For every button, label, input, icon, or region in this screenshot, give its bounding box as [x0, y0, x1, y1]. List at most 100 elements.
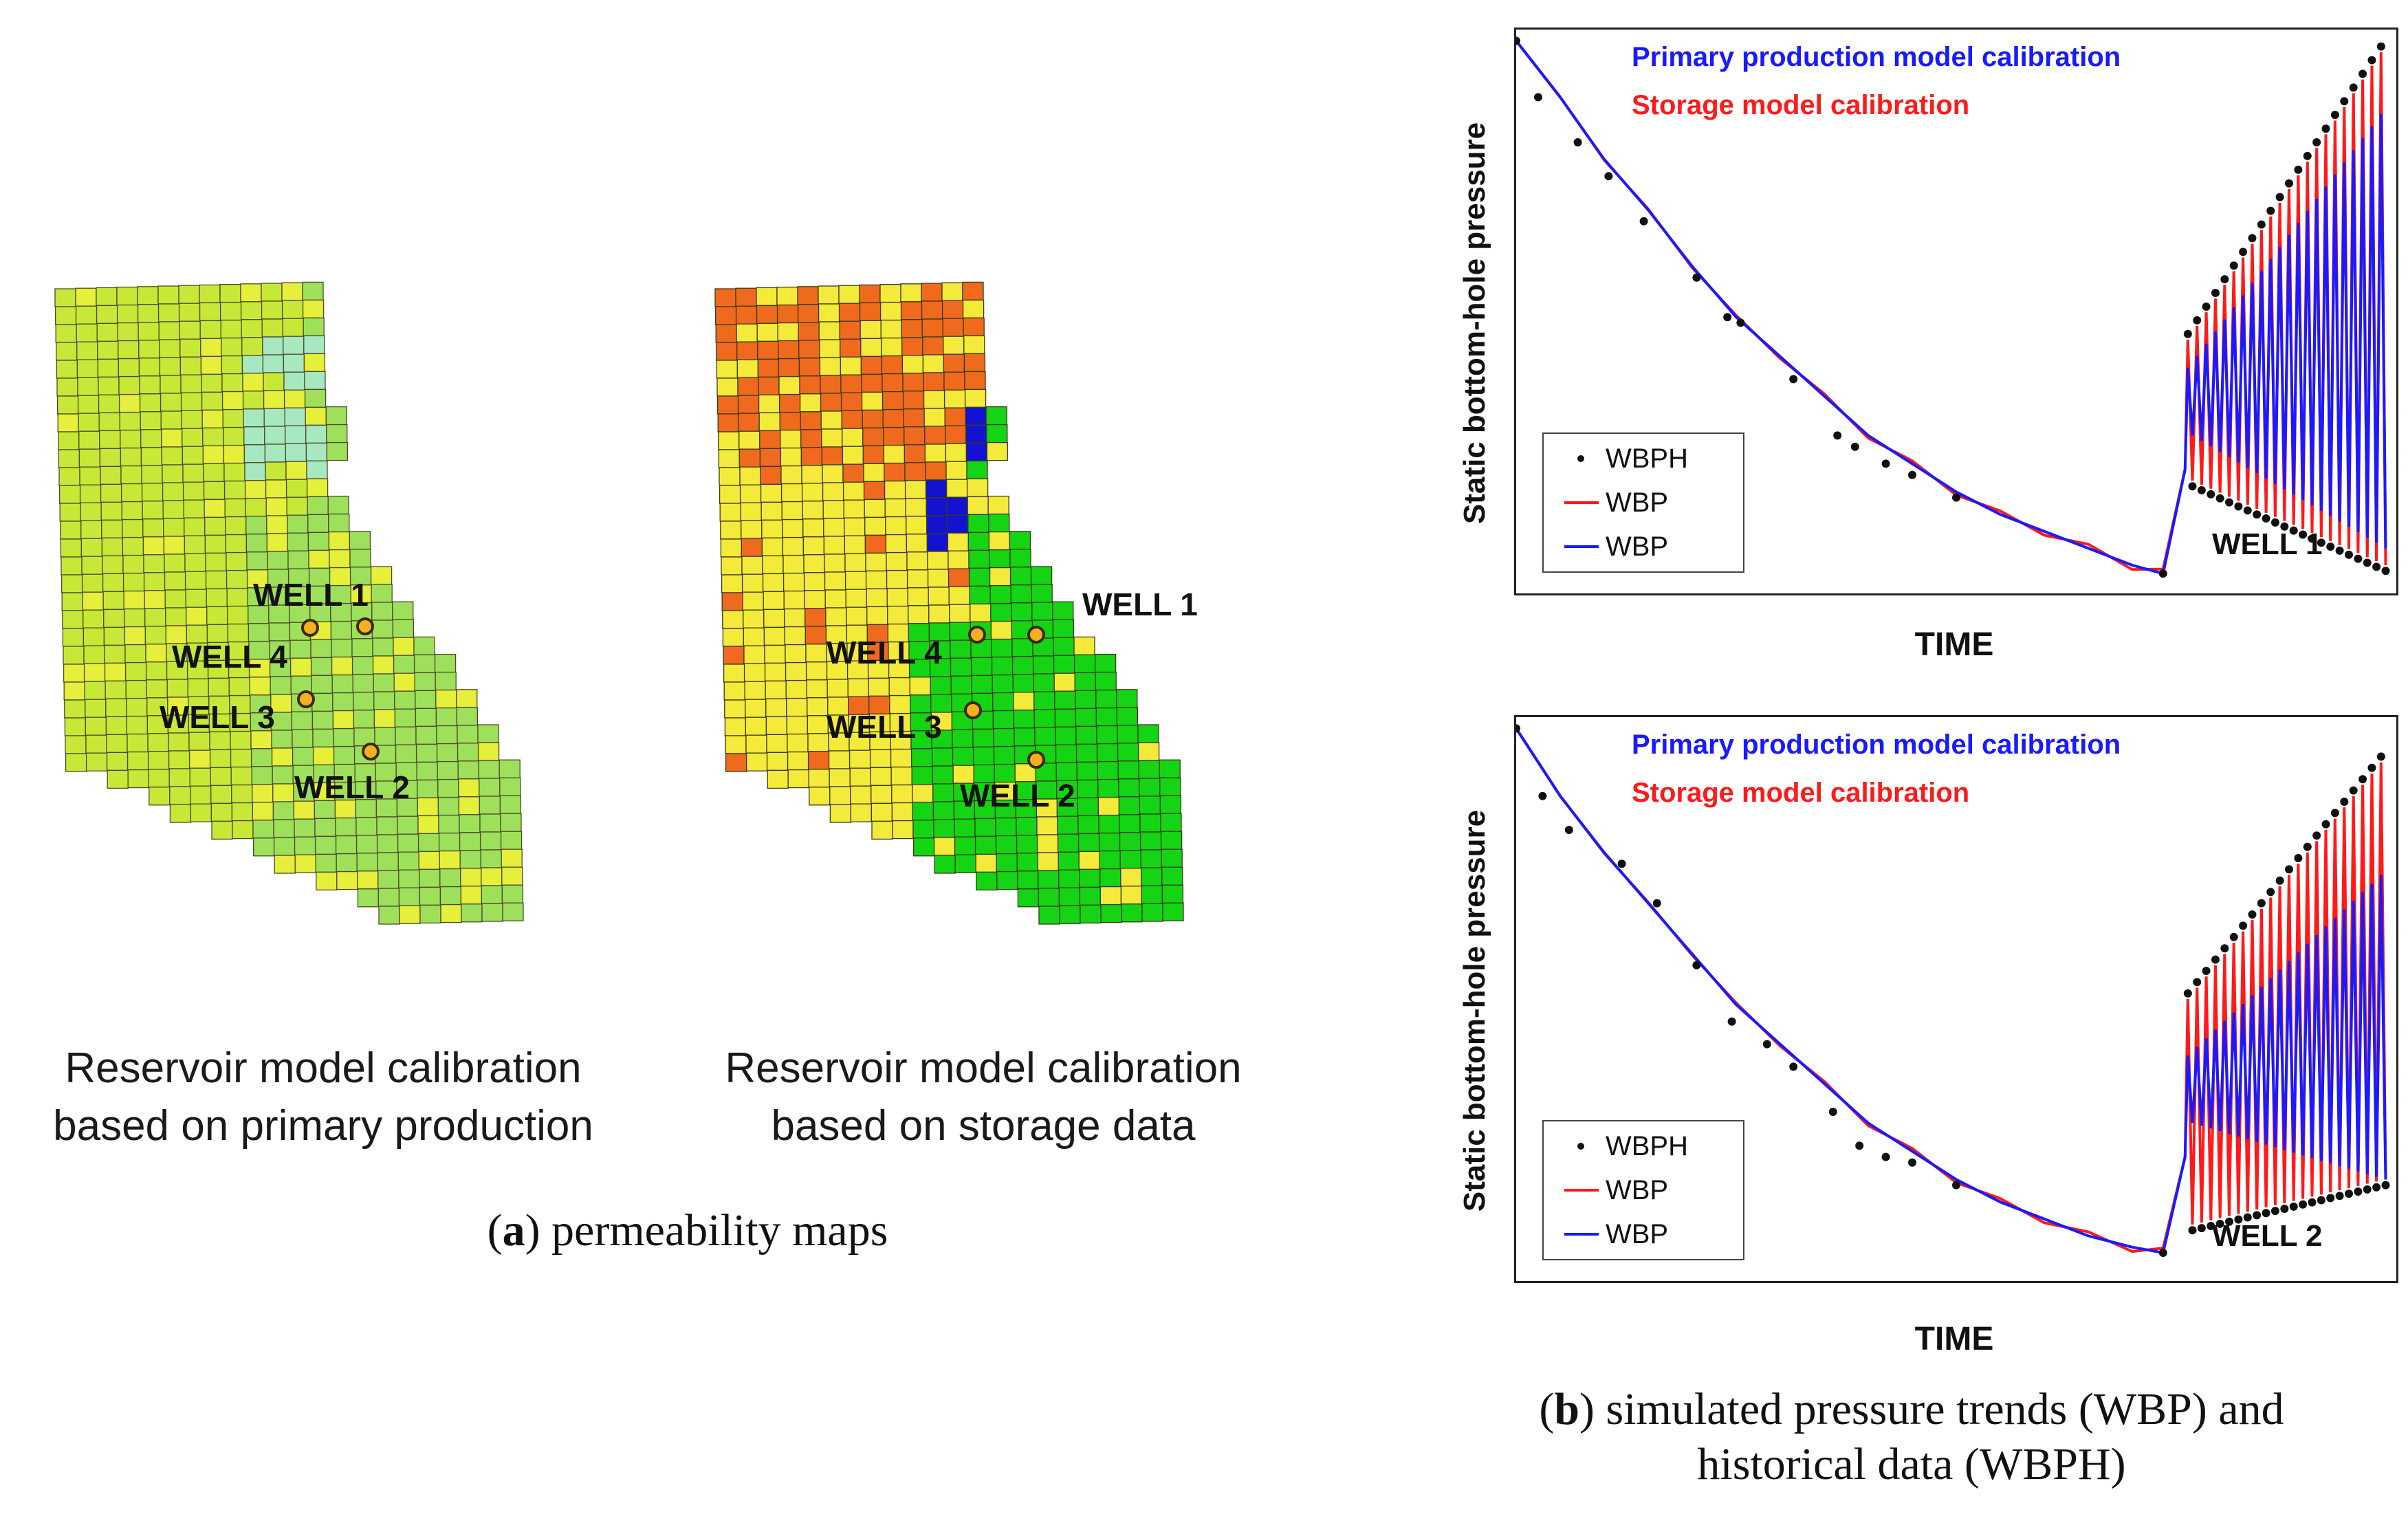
- map-cell: [1036, 834, 1059, 853]
- history-point: [2285, 179, 2294, 188]
- map-cell: [263, 390, 285, 409]
- map-cell: [285, 443, 307, 462]
- map-cell: [970, 657, 993, 677]
- map-cell: [311, 692, 333, 712]
- map-cell: [735, 287, 757, 307]
- map-cell: [819, 339, 841, 358]
- map-cell: [972, 746, 995, 766]
- map-cell: [190, 785, 212, 804]
- map-cell: [1077, 815, 1099, 835]
- history-point: [2381, 567, 2390, 576]
- map-cell: [908, 605, 930, 624]
- map-cell: [124, 608, 146, 628]
- chart1-legend: WBPH WBP WBP: [1542, 432, 1744, 573]
- map-cell: [1139, 831, 1162, 851]
- map-cell: [227, 605, 249, 625]
- map-cell: [225, 534, 248, 554]
- map-cell: [930, 712, 953, 731]
- map-cell: [250, 712, 272, 732]
- map-cell: [96, 287, 118, 307]
- chart2-legend: WBPH WBP WBP: [1542, 1120, 1744, 1260]
- history-point: [2207, 490, 2215, 498]
- map-cell: [202, 445, 225, 465]
- map-cell: [350, 584, 372, 604]
- map-cell: [1075, 708, 1097, 727]
- history-point: [2248, 910, 2257, 919]
- map-cell: [761, 519, 783, 539]
- map-cell: [437, 796, 460, 816]
- map-cell: [85, 752, 108, 771]
- legend-label-wbph: WBPH: [1606, 443, 1688, 474]
- map-cell: [866, 606, 888, 626]
- history-point: [2270, 518, 2279, 527]
- map-cell: [305, 406, 327, 426]
- map-cell: [281, 300, 304, 319]
- map-cell: [267, 587, 289, 606]
- map-cell: [820, 393, 842, 412]
- map-cell: [1058, 869, 1080, 888]
- map-cell: [943, 371, 965, 391]
- history-point: [1952, 493, 1960, 502]
- map-cell: [943, 353, 965, 373]
- map-cell: [777, 322, 799, 342]
- history-point: [2344, 550, 2353, 559]
- map-cell: [1013, 692, 1035, 711]
- map-cell: [160, 410, 182, 430]
- map-cell: [840, 392, 863, 411]
- history-point: [2215, 494, 2224, 503]
- history-point: [2299, 530, 2308, 539]
- map-cell: [58, 467, 80, 486]
- map-cell: [265, 497, 287, 516]
- map-cell: [223, 444, 245, 464]
- map-cell: [332, 692, 354, 712]
- map-cell: [261, 283, 283, 302]
- map-cell: [252, 802, 274, 821]
- map-cell: [326, 441, 349, 461]
- map-cell: [285, 425, 307, 444]
- map-cell: [737, 377, 759, 396]
- map-cell: [223, 462, 245, 482]
- map-cell: [179, 338, 201, 358]
- map-cell: [244, 480, 267, 499]
- map-cell: [892, 820, 914, 840]
- map-cell: [821, 428, 843, 448]
- map-cell: [844, 517, 866, 536]
- map-cell: [167, 714, 190, 734]
- map-cell: [756, 305, 778, 325]
- map-cell: [205, 570, 228, 590]
- history-point: [1828, 1108, 1837, 1116]
- map-cell: [271, 730, 293, 749]
- map-cell: [962, 281, 984, 301]
- map-cell: [438, 832, 461, 852]
- map-cell: [1117, 743, 1139, 762]
- map-cell: [885, 516, 907, 536]
- map-cell: [64, 717, 87, 736]
- map-cell: [168, 732, 190, 752]
- map-cell: [1017, 888, 1040, 908]
- map-cell: [888, 677, 910, 697]
- map-cell: [992, 692, 1014, 712]
- map-cell: [925, 461, 947, 481]
- chart2-ylabel: Static bottom-hole pressure: [1458, 809, 1491, 1212]
- map-cell: [142, 518, 164, 538]
- map-cell: [1016, 853, 1038, 872]
- history-point: [2367, 763, 2376, 772]
- legend-label-wbp-primary: WBP: [1606, 532, 1669, 562]
- map-cell: [221, 373, 243, 393]
- map-cell: [65, 753, 87, 772]
- map-cell: [908, 641, 930, 660]
- map-primary-caption: Reservoir model calibration based on pri…: [0, 1040, 646, 1155]
- map-cell: [250, 748, 273, 767]
- history-point: [2349, 83, 2358, 92]
- map-cell: [328, 513, 350, 533]
- map-cell: [179, 320, 201, 340]
- map-cell: [758, 394, 780, 414]
- map-cell: [820, 410, 842, 430]
- map-cell: [778, 340, 800, 360]
- history-point: [1833, 431, 1842, 440]
- history-point: [2275, 193, 2284, 201]
- map-cell: [839, 320, 861, 340]
- map-cell: [102, 573, 124, 593]
- map-cell: [56, 377, 78, 397]
- map-cell: [159, 339, 181, 358]
